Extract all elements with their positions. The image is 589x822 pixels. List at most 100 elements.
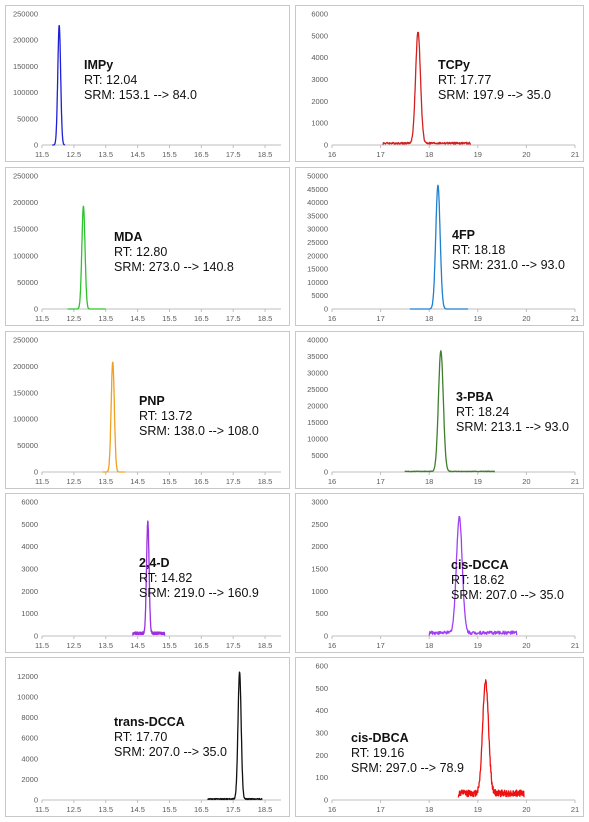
chromatogram-trace [382,31,472,145]
x-tick-label: 16.5 [194,314,209,323]
retention-time: RT: 18.18 [452,243,506,257]
y-tick-label: 1000 [21,609,38,618]
compound-name: cis-DCCA [451,558,509,572]
x-tick-label: 16.5 [194,150,209,159]
y-tick-label: 6000 [21,734,38,743]
x-tick-label: 12.5 [67,805,82,814]
x-tick-label: 20 [522,805,530,814]
x-tick-label: 14.5 [130,805,145,814]
y-tick-label: 0 [324,305,328,314]
x-tick-label: 15.5 [162,150,177,159]
y-tick-label: 200000 [13,198,38,207]
compound-name: 4FP [452,228,475,242]
compound-name: PNP [139,394,165,408]
x-tick-label: 21 [571,150,579,159]
retention-time: RT: 14.82 [139,571,193,585]
chromatogram-trace [51,24,66,146]
x-tick-label: 19 [474,150,482,159]
y-tick-label: 15000 [307,265,328,274]
x-tick-label: 16 [328,477,336,486]
y-tick-label: 1500 [311,565,328,574]
x-tick-label: 16.5 [194,477,209,486]
retention-time: RT: 12.04 [84,73,138,87]
x-tick-label: 12.5 [67,314,82,323]
y-tick-label: 250000 [13,172,38,181]
srm-transition: SRM: 297.0 --> 78.9 [351,761,464,775]
y-tick-label: 0 [324,468,328,477]
y-tick-label: 5000 [21,520,38,529]
x-tick-label: 17 [376,805,384,814]
y-tick-label: 4000 [21,754,38,763]
srm-transition: SRM: 153.1 --> 84.0 [84,88,197,102]
x-tick-label: 11.5 [35,314,49,323]
x-tick-label: 17 [376,150,384,159]
y-tick-label: 0 [34,632,38,641]
chromatogram-plot: 0 1000 2000 3000 4000 5000 6000 11.5 12.5 13.5 14.… [21,498,281,650]
chromatogram-plot: 0 50000 100000 150000 200000 250000 11.5 12.5 13… [13,172,281,323]
x-tick-label: 14.5 [130,477,145,486]
chromatogram-panel-cis-dbca: 0 100 200 300 400 500 600 16 17 18 19 20 21 cis-DBCA R… [295,657,584,817]
y-tick-label: 150000 [13,388,38,397]
peak-annotation: trans-DCCA RT: 17.70 SRM: 207.0 --> 35.0 [114,715,227,760]
x-tick-label: 21 [571,641,579,650]
x-tick-label: 13.5 [98,641,113,650]
compound-name: trans-DCCA [114,715,185,729]
y-tick-label: 0 [34,796,38,805]
x-tick-label: 14.5 [130,150,145,159]
x-tick-label: 17.5 [226,477,241,486]
retention-time: RT: 18.24 [456,405,510,419]
x-tick-label: 13.5 [98,477,113,486]
y-tick-label: 150000 [13,62,38,71]
y-tick-label: 600 [315,662,328,671]
x-tick-label: 18 [425,805,433,814]
chromatogram-panel-3-pba: 0 5000 10000 15000 20000 25000 30000 35000 40000… [295,331,584,489]
y-tick-label: 10000 [17,692,38,701]
y-tick-label: 200000 [13,362,38,371]
y-tick-label: 0 [34,141,38,150]
y-tick-label: 4000 [21,542,38,551]
y-tick-label: 45000 [307,185,328,194]
srm-transition: SRM: 213.1 --> 93.0 [456,420,569,434]
peak-annotation: cis-DBCA RT: 19.16 SRM: 297.0 --> 78.9 [351,731,464,776]
y-tick-label: 3000 [21,565,38,574]
chromatogram-plot: 0 2000 4000 6000 8000 10000 12000 11.5 12.5 13.5 1… [17,671,281,814]
x-tick-label: 18 [425,150,433,159]
y-tick-label: 100000 [13,251,38,260]
x-tick-label: 17.5 [226,641,241,650]
chromatogram-trace [428,515,518,636]
x-tick-label: 16.5 [194,641,209,650]
x-tick-label: 18 [425,314,433,323]
peak-annotation: PNP RT: 13.72 SRM: 138.0 --> 108.0 [139,394,259,439]
x-tick-label: 16 [328,150,336,159]
y-tick-label: 1000 [311,119,328,128]
chromatogram-plot: 0 5000 10000 15000 20000 25000 30000 35000 40000… [307,172,579,324]
y-tick-label: 10000 [307,278,328,287]
chromatogram-plot: 0 50000 100000 150000 200000 250000 11.5 12.5 13… [13,10,281,159]
peak-annotation: IMPy RT: 12.04 SRM: 153.1 --> 84.0 [84,58,197,103]
x-tick-label: 21 [571,477,579,486]
y-tick-label: 50000 [17,441,38,450]
x-tick-label: 12.5 [67,641,82,650]
y-tick-label: 5000 [311,31,328,40]
chromatogram-panel-cis-dcca: 0 500 1000 1500 2000 2500 3000 16 17 18 19 20 21 cis-… [295,493,584,653]
y-tick-label: 40000 [307,198,328,207]
y-tick-label: 500 [315,684,328,693]
y-tick-label: 0 [324,141,328,150]
peak-annotation: MDA RT: 12.80 SRM: 273.0 --> 140.8 [114,230,234,275]
y-tick-label: 10000 [307,435,328,444]
srm-transition: SRM: 231.0 --> 93.0 [452,258,565,272]
chromatogram-panel-impy: 0 50000 100000 150000 200000 250000 11.5 12.5 13… [5,5,290,162]
y-tick-label: 400 [315,706,328,715]
x-tick-label: 11.5 [35,641,49,650]
y-tick-label: 0 [34,305,38,314]
chromatogram-panel-trans-dcca: 0 2000 4000 6000 8000 10000 12000 11.5 12.5 13.5 1… [5,657,290,817]
y-tick-label: 25000 [307,238,328,247]
x-tick-label: 18 [425,641,433,650]
x-tick-label: 17.5 [226,314,241,323]
x-tick-label: 21 [571,805,579,814]
y-tick-label: 200 [315,751,328,760]
x-tick-label: 13.5 [98,805,113,814]
y-tick-label: 30000 [307,225,328,234]
x-tick-label: 17.5 [226,150,241,159]
